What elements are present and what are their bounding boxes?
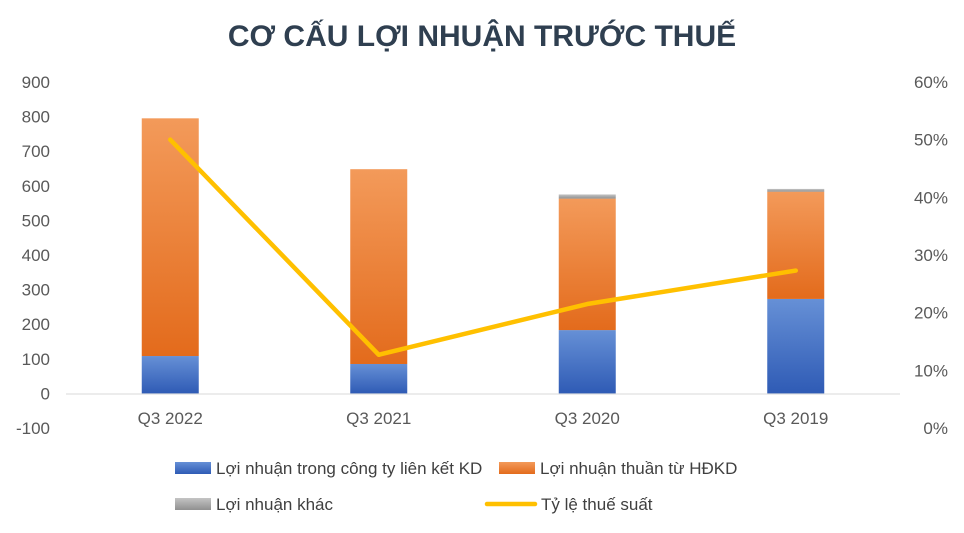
left-tick-label: 200 [22,315,50,334]
legend-label: Lợi nhuận khác [216,495,334,514]
left-axis-ticks: 900 800 700 600 500 400 300 200 100 0 -100 [16,73,50,438]
bar-segment-2 [350,169,408,364]
legend-label: Lợi nhuận trong công ty liên kết KD [216,459,482,478]
right-axis-ticks: 60% 50% 40% 30% 20% 10% 0% [914,73,948,438]
category-label: Q3 2020 [555,409,620,428]
right-tick-label: 40% [914,188,948,207]
left-tick-label: 900 [22,73,50,92]
bar-segment-1 [558,330,616,394]
bar-segment-1 [767,298,825,394]
bar-segment-3 [558,194,616,199]
left-tick-label: 800 [22,108,50,127]
right-tick-label: 30% [914,246,948,265]
legend-label: Lợi nhuận thuần từ HĐKD [540,459,737,478]
right-tick-label: 50% [914,131,948,150]
left-tick-label: 100 [22,350,50,369]
left-tick-label: 400 [22,246,50,265]
legend-swatch [175,498,211,510]
left-tick-label: 300 [22,281,50,300]
legend-label: Tỷ lệ thuế suất [541,495,653,514]
left-tick-label: 0 [41,384,50,403]
right-tick-label: 10% [914,361,948,380]
bar-segment-1 [350,363,408,394]
bar-segment-3 [767,188,825,192]
rate-line-layer [168,137,798,358]
legend-swatch [499,462,535,474]
right-tick-label: 20% [914,304,948,323]
bar-segment-1 [141,356,199,394]
bar-segment-2 [141,118,199,357]
left-tick-label: 500 [22,211,50,230]
category-label: Q3 2022 [138,409,203,428]
tax-rate-line [168,137,798,358]
legend-swatch [175,462,211,474]
left-tick-label: 700 [22,142,50,161]
right-tick-label: 60% [914,73,948,92]
left-tick-label: 600 [22,177,50,196]
category-label: Q3 2021 [346,409,411,428]
right-tick-label: 0% [923,419,948,438]
bars-group [141,118,825,394]
legend: Lợi nhuận trong công ty liên kết KD Lợi n… [175,459,737,514]
category-labels: Q3 2022 Q3 2021 Q3 2020 Q3 2019 [138,409,829,428]
left-tick-label: -100 [16,419,50,438]
chart-title: CƠ CẤU LỢI NHUẬN TRƯỚC THUẾ [228,19,736,53]
bar-segment-2 [767,191,825,299]
category-label: Q3 2019 [763,409,828,428]
